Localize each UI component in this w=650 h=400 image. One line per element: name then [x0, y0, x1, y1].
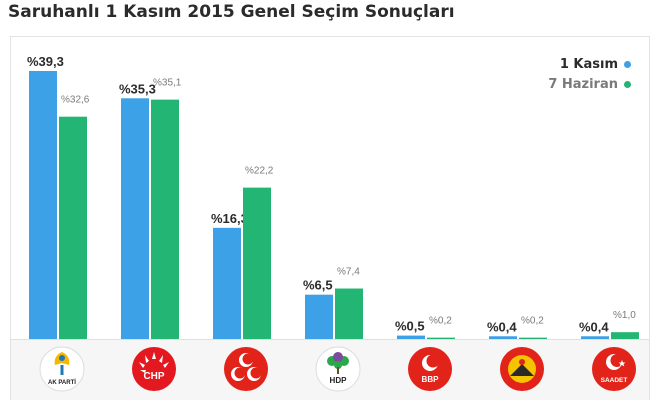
- legend-label-jun: 7 Haziran: [548, 77, 618, 92]
- saadet-logo-text: SAADET: [601, 377, 628, 384]
- mhp-logo-icon[interactable]: [223, 346, 269, 392]
- bar-label-1-kasim-4: %0,5: [395, 319, 425, 334]
- legend: 1 Kasım 7 Haziran: [548, 55, 631, 95]
- legend-dot-jun: [624, 81, 631, 88]
- akparti-logo-text: AK PARTİ: [48, 379, 76, 386]
- saadet-logo-icon[interactable]: SAADET: [591, 346, 637, 392]
- bar-chart: %39,3 %32,6 %35,3%35,1 %16,3 %22,2 %6,5 %7,4 %0…: [27, 54, 639, 339]
- bar-7-haziran-6[interactable]: [611, 332, 639, 339]
- bar-1-kasim-4[interactable]: [397, 335, 425, 339]
- bar-label-7-haziran-0: %32,6: [61, 95, 90, 106]
- bar-7-haziran-0[interactable]: [59, 116, 87, 339]
- bar-7-haziran-5[interactable]: [519, 337, 547, 339]
- bar-label-7-haziran-6: %1,0: [613, 310, 636, 321]
- bar-7-haziran-2[interactable]: [243, 187, 271, 339]
- chp-logo-icon[interactable]: CHP: [131, 346, 177, 392]
- bar-label-1-kasim-0: %39,3: [27, 54, 64, 69]
- legend-item-nov[interactable]: 1 Kasım: [548, 55, 631, 75]
- bar-label-7-haziran-2: %22,2: [245, 166, 274, 177]
- bar-label-1-kasim-2: %16,3: [211, 211, 248, 226]
- bar-7-haziran-1[interactable]: [151, 99, 179, 339]
- bar-label-1-kasim-3: %6,5: [303, 278, 333, 293]
- bar-label-1-kasim-5: %0,4: [487, 319, 517, 334]
- hdp-logo-icon[interactable]: HDP: [315, 346, 361, 392]
- page-title: Saruhanlı 1 Kasım 2015 Genel Seçim Sonuç…: [8, 2, 455, 22]
- chp-logo-text: CHP: [143, 371, 164, 382]
- bar-1-kasim-2[interactable]: [213, 227, 241, 339]
- bar-label-7-haziran-5: %0,2: [521, 316, 544, 327]
- bar-7-haziran-3[interactable]: [335, 288, 363, 339]
- bar-1-kasim-0[interactable]: [29, 71, 57, 339]
- vatan-logo-icon[interactable]: [499, 346, 545, 392]
- bar-label-7-haziran-3: %7,4: [337, 267, 360, 278]
- party-logo-strip: AK PARTİ CHP: [11, 339, 649, 400]
- legend-item-jun[interactable]: 7 Haziran: [548, 75, 631, 95]
- bar-label-1-kasim-6: %0,4: [579, 319, 609, 334]
- legend-label-nov: 1 Kasım: [559, 57, 618, 72]
- bar-7-haziran-4[interactable]: [427, 337, 455, 339]
- bar-1-kasim-5[interactable]: [489, 336, 517, 339]
- akparti-logo-icon[interactable]: AK PARTİ: [39, 346, 85, 392]
- bar-label-7-haziran-1: %35,1: [153, 78, 182, 89]
- legend-dot-nov: [624, 61, 631, 68]
- hdp-logo-text: HDP: [330, 376, 348, 385]
- bbp-logo-text: BBP: [422, 375, 440, 384]
- bar-1-kasim-1[interactable]: [121, 98, 149, 339]
- bar-1-kasim-6[interactable]: [581, 336, 609, 339]
- bbp-logo-icon[interactable]: BBP: [407, 346, 453, 392]
- bar-label-1-kasim-1: %35,3: [119, 81, 156, 96]
- bar-1-kasim-3[interactable]: [305, 294, 333, 339]
- bar-label-7-haziran-4: %0,2: [429, 316, 452, 327]
- chart-panel: %39,3 %32,6 %35,3 %35,1 %16,3 %22,2 %6,5 %7,4 %0…: [10, 36, 650, 400]
